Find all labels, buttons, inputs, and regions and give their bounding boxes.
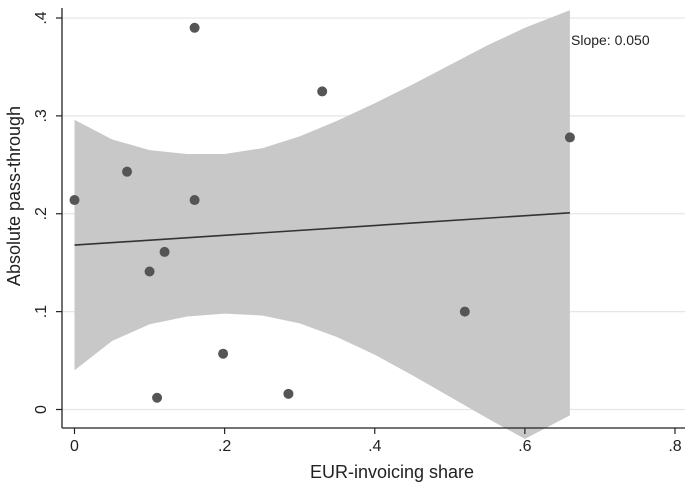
y-tick-label-2: .2: [33, 207, 50, 220]
data-point-8: [283, 389, 293, 399]
y-tick-label-1: .1: [33, 305, 50, 318]
y-tick-label-3: .3: [33, 109, 50, 122]
confidence-band: [75, 10, 570, 439]
slope-annotation: Slope: 0.050: [571, 32, 650, 48]
data-point-4: [160, 247, 170, 257]
x-tick-label-0: 0: [70, 438, 79, 455]
data-point-10: [460, 307, 470, 317]
x-tick-label-3: .6: [518, 438, 531, 455]
y-axis-title: Absolute pass-through: [4, 106, 24, 286]
data-point-0: [70, 195, 80, 205]
data-point-1: [122, 167, 132, 177]
x-axis-ticks: 0 .2 .4 .6 .8: [70, 428, 682, 455]
x-axis-title: EUR-invoicing share: [310, 462, 474, 482]
data-point-6: [190, 195, 200, 205]
data-point-9: [317, 86, 327, 96]
data-point-7: [218, 349, 228, 359]
y-tick-label-4: .4: [33, 11, 50, 24]
x-tick-label-2: .4: [368, 438, 381, 455]
y-tick-label-0: 0: [33, 405, 50, 414]
data-point-3: [152, 393, 162, 403]
y-axis-ticks: 0 .1 .2 .3 .4: [33, 11, 62, 414]
data-point-5: [190, 23, 200, 33]
data-point-11: [565, 132, 575, 142]
x-tick-label-1: .2: [218, 438, 231, 455]
data-point-2: [145, 266, 155, 276]
x-tick-label-4: .8: [668, 438, 681, 455]
